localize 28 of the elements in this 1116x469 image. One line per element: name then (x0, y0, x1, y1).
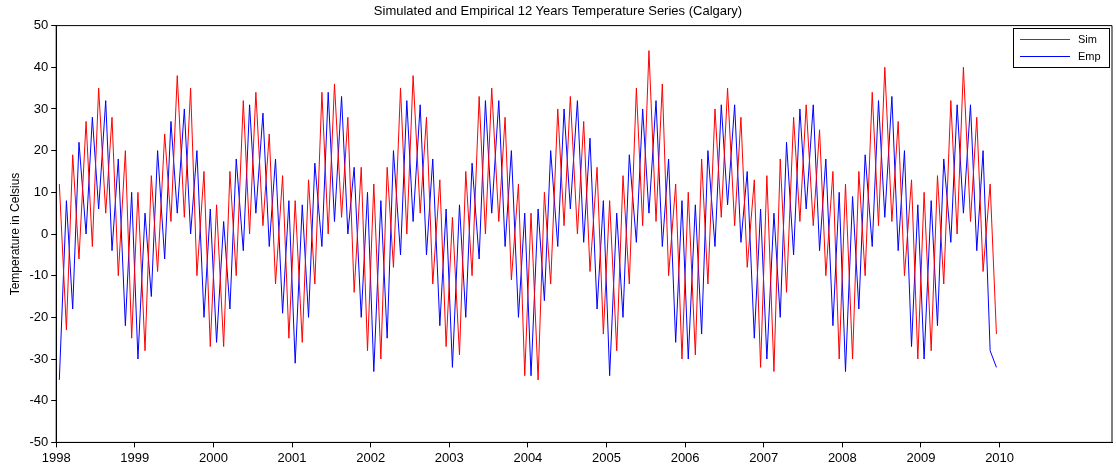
legend-label: Sim (1078, 32, 1097, 45)
y-tick-label: -10 (29, 267, 49, 283)
x-tick-label: 1998 (41, 449, 71, 465)
x-tick-label: 2004 (513, 449, 543, 465)
x-tick-label: 1999 (120, 449, 150, 465)
chart-title: Simulated and Empirical 12 Years Temperature Series (Calgary) (373, 3, 743, 19)
x-tick-label: 2001 (277, 449, 307, 465)
x-tick-label: 2006 (670, 449, 700, 465)
x-tick-label: 2003 (434, 449, 464, 465)
y-tick-label: -40 (29, 392, 49, 408)
x-tick-label: 2010 (985, 449, 1015, 465)
x-tick-label: 2002 (356, 449, 386, 465)
x-tick-label: 2007 (749, 449, 779, 465)
y-tick-label: 50 (33, 17, 49, 33)
y-tick-label: 40 (33, 58, 49, 74)
y-tick-label: -50 (29, 433, 49, 449)
y-tick-label: -20 (29, 308, 49, 324)
legend-label: Emp (1078, 49, 1101, 62)
y-tick-label: 0 (40, 225, 49, 241)
y-tick-label: 10 (33, 183, 49, 199)
x-tick-label: 2008 (827, 449, 857, 465)
y-tick-label: 30 (33, 100, 49, 116)
y-tick-label: 20 (33, 142, 49, 158)
x-tick-label: 2005 (592, 449, 621, 465)
x-tick-label: 2000 (198, 449, 228, 465)
y-axis-title: Temperature in Celsius (7, 172, 22, 296)
y-tick-label: -30 (29, 350, 49, 366)
x-tick-label: 2009 (906, 449, 936, 465)
